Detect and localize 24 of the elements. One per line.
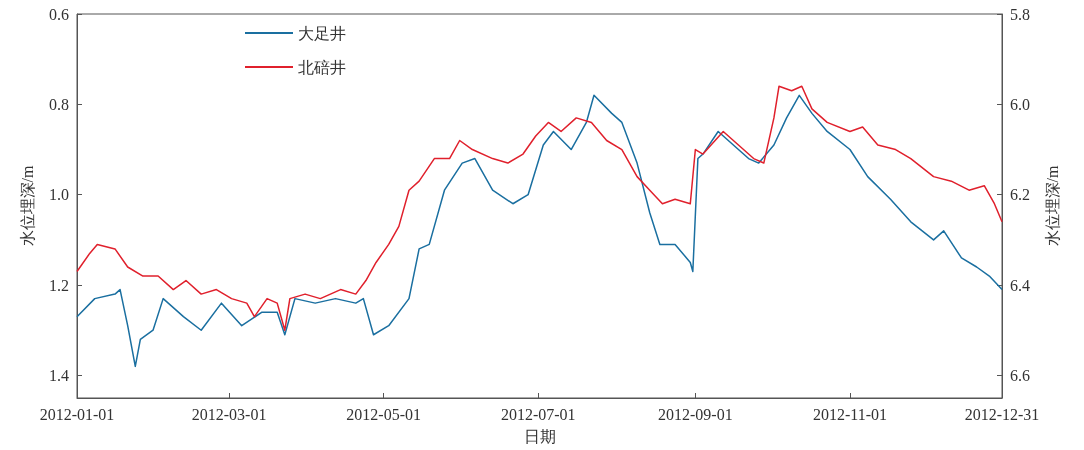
x-tick-label: 2012-12-31 [964, 405, 1040, 423]
y-tick-label: 1.4 [49, 366, 69, 384]
y-axis-title: 水位埋深/m [18, 165, 36, 247]
x-tick-label: 2012-03-01 [191, 405, 267, 423]
y-tick-label: 1.0 [49, 186, 69, 204]
legend-label: 大足井 [298, 24, 346, 42]
y2-tick-label: 6.0 [1010, 95, 1030, 113]
x-tick-label: 2012-01-01 [39, 405, 115, 423]
line-series [76, 94, 1003, 368]
y2-tick-label: 6.4 [1010, 276, 1030, 294]
x-tick-label: 2012-05-01 [346, 405, 421, 423]
x-tick-label: 2012-07-01 [500, 405, 576, 423]
x-tick-label: 2012-11-01 [812, 405, 887, 423]
legend-label: 北碚井 [298, 58, 346, 76]
x-tick-label: 2012-09-01 [658, 405, 733, 423]
y2-tick-label: 6.2 [1010, 186, 1030, 204]
line-series [76, 85, 1003, 331]
y-tick-label: 0.6 [49, 5, 69, 23]
y2-axis-title: 水位埋深/m [1043, 165, 1061, 247]
y2-tick-label: 5.8 [1010, 5, 1030, 23]
x-axis-title: 日期 [523, 427, 556, 445]
y-tick-label: 0.8 [49, 95, 69, 113]
y-tick-label: 1.2 [49, 276, 69, 294]
y2-tick-label: 6.6 [1010, 366, 1030, 384]
